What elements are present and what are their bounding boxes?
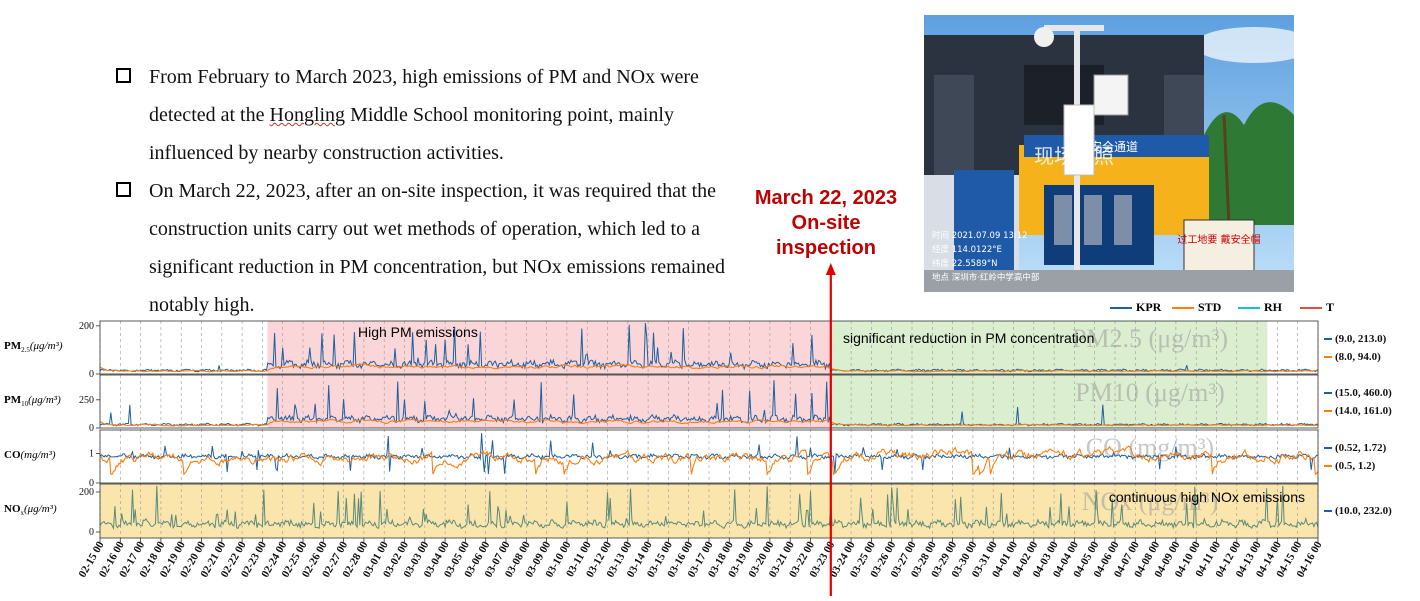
legend-t-label: T [1326,300,1335,314]
series-std-pm25 [99,363,1319,373]
site-photo: 安全通道 过工地要 戴安全帽 现场拍照 时间 2021.07.09 13:12 … [924,15,1294,292]
range-pm25-kpr: (9.0, 213.0) [1324,333,1386,345]
photo-info-line-1: 时间 2021.07.09 13:12 [932,230,1028,241]
photo-info-line-3: 纬度 22.5589°N [932,258,997,269]
series-std-pm10 [99,418,1318,427]
photo-sign-text: 安全通道 [1090,139,1138,154]
series-std-co [99,445,1319,477]
ytick-label-nox-1: 200 [79,487,94,498]
panel-label-pm25: PM2.5(μg/m³) [4,340,63,355]
shade-high-pm [267,321,831,428]
legend-rh-label: RH [1264,300,1282,314]
ytick-label-pm25-0: 0 [89,369,94,380]
ytick-label-co-1: 1 [89,449,94,460]
bullet-2-text: On March 22, 2023, after an on-site insp… [149,180,725,316]
bullet-item-2: On March 22, 2023, after an on-site insp… [116,172,736,324]
callout-line-2: On-site [791,212,861,234]
shade-nox [100,484,1318,538]
panel-frame-pm10 [99,374,1319,429]
legend-item-kpr: KPR [1110,300,1161,315]
range-pm10-kpr: (15.0, 460.0) [1324,387,1392,399]
legend-t-swatch [1300,306,1322,309]
range-pm25-std: (8.0, 94.0) [1324,351,1381,363]
panel-frame-co [99,429,1319,484]
ytick-label-pm10-0: 0 [89,423,94,434]
photo-info-line-4: 地点 深圳市·红岭中学高中部 [932,272,1040,283]
legend-std-swatch [1172,306,1194,309]
panel-label-nox: NOx(μg/m³) [4,503,57,518]
annotation-high-pm: High PM emissions [358,324,478,340]
series-kpr-pm25 [99,322,1319,373]
ytick-label-pm25-1: 200 [79,321,94,332]
ytick-label-nox-0: 0 [89,527,94,538]
bullet-1-text-pre: From February to March 2023, high emissi… [149,66,699,126]
shade-reduction [830,321,1268,428]
bullet-list: From February to March 2023, high emissi… [116,58,736,324]
range-pm10-std: (14.0, 161.0) [1324,405,1392,417]
photo-watermark: 现场拍照 [1034,144,1114,168]
panel-ghost-pm25: PM2.5 (μg/m³) [1072,324,1228,353]
photo-info-line-2: 经度 114.0122°E [932,244,1002,255]
square-bullet-icon [116,68,131,83]
inspection-arrow-head [825,263,836,275]
square-bullet-icon [116,182,131,197]
legend-kpr-swatch [1110,306,1132,309]
range-co-std: (0.5, 1.2) [1324,460,1375,472]
bullet-1-underlined-word: Hongling [269,104,346,126]
callout-line-1: March 22, 2023 [754,187,898,209]
bullet-item-1: From February to March 2023, high emissi… [116,58,736,172]
legend-rh-swatch [1238,306,1260,309]
photo-board-text: 过工地要 戴安全帽 [1177,233,1260,246]
callout-line-3: inspection [775,237,876,259]
bullet-1-text-post: Middle School monitoring point, mainly i… [149,104,674,164]
panel-ghost-pm10: PM10 (μg/m³) [1075,378,1225,407]
inspection-callout: March 22, 2023 On-site inspection [740,186,912,261]
ytick-label-pm10-1: 250 [79,395,94,406]
range-nox-kpr: (10.0, 232.0) [1324,505,1392,517]
series-kpr-pm10 [99,380,1319,427]
annotation-nox-high: continuous high NOx emissions [1109,489,1305,505]
series-kpr-nox [99,485,1319,531]
legend-item-rh: RH [1238,300,1282,315]
legend-item-std: STD [1172,300,1221,315]
legend-std-label: STD [1198,300,1222,314]
chart-legend: KPR STD RH T [1110,300,1400,318]
annotation-reduction: significant reduction in PM concentratio… [843,330,1094,346]
range-co-kpr: (0.52, 1.72) [1324,442,1386,454]
legend-kpr-label: KPR [1136,300,1162,314]
legend-item-t: T [1300,300,1334,315]
panel-label-co: CO(mg/m³) [4,449,56,461]
panel-frame-pm25 [99,320,1319,375]
ytick-label-co-0: 0 [89,478,94,489]
panel-label-pm10: PM10(μg/m³) [4,394,61,409]
